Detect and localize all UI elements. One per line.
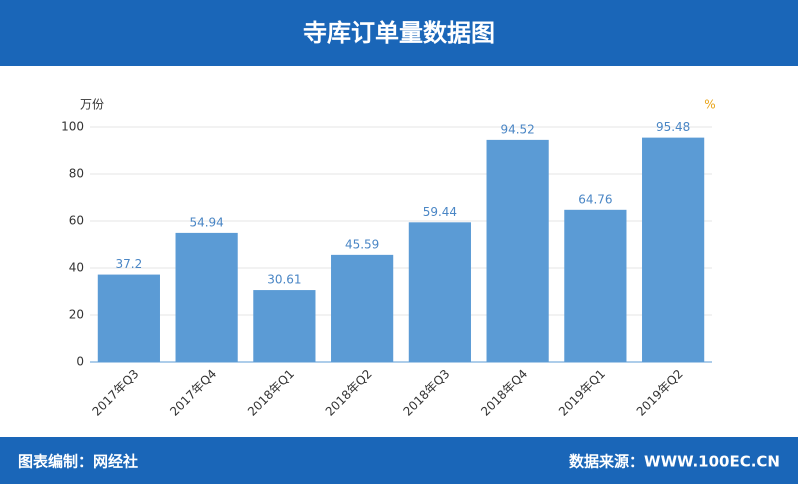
y2-axis-label: % <box>704 98 715 112</box>
x-tick-label: 2018年Q2 <box>323 367 375 419</box>
x-tick-label: 2018年Q4 <box>478 367 530 419</box>
y-tick-label: 80 <box>69 167 84 181</box>
header-band <box>0 0 798 66</box>
x-tick-label: 2019年Q1 <box>556 367 608 419</box>
bar <box>253 290 316 362</box>
y-tick-label: 0 <box>76 355 84 369</box>
data-label: 54.94 <box>189 215 223 229</box>
footer-band <box>0 437 798 484</box>
y-tick-label: 40 <box>69 261 84 275</box>
x-tick-label: 2018年Q3 <box>400 367 452 419</box>
y-axis-label: 万份 <box>80 98 104 112</box>
bar <box>408 222 471 362</box>
footer-left: 图表编制：网经社 <box>18 453 138 471</box>
data-label: 37.2 <box>116 257 143 271</box>
chart-title: 寺库订单量数据图 <box>303 19 495 47</box>
x-tick-label: 2018年Q1 <box>245 367 297 419</box>
data-label: 94.52 <box>500 122 534 136</box>
bar <box>486 139 549 362</box>
data-label: 59.44 <box>423 205 457 219</box>
bar <box>642 137 705 362</box>
data-label: 64.76 <box>578 192 612 206</box>
bar <box>331 254 394 362</box>
x-tick-label: 2017年Q3 <box>89 367 141 419</box>
x-tick-label: 2017年Q4 <box>167 367 219 419</box>
data-label: 95.48 <box>656 120 690 134</box>
bar <box>97 274 160 362</box>
data-label: 45.59 <box>345 237 379 251</box>
bar <box>564 209 627 362</box>
data-label: 30.61 <box>267 273 301 287</box>
footer-right: 数据来源：WWW.100EC.CN <box>569 453 780 471</box>
x-tick-label: 2019年Q2 <box>634 367 686 419</box>
y-tick-label: 60 <box>69 214 84 228</box>
bar <box>175 232 238 362</box>
y-tick-label: 100 <box>61 120 84 134</box>
y-tick-label: 20 <box>69 308 84 322</box>
